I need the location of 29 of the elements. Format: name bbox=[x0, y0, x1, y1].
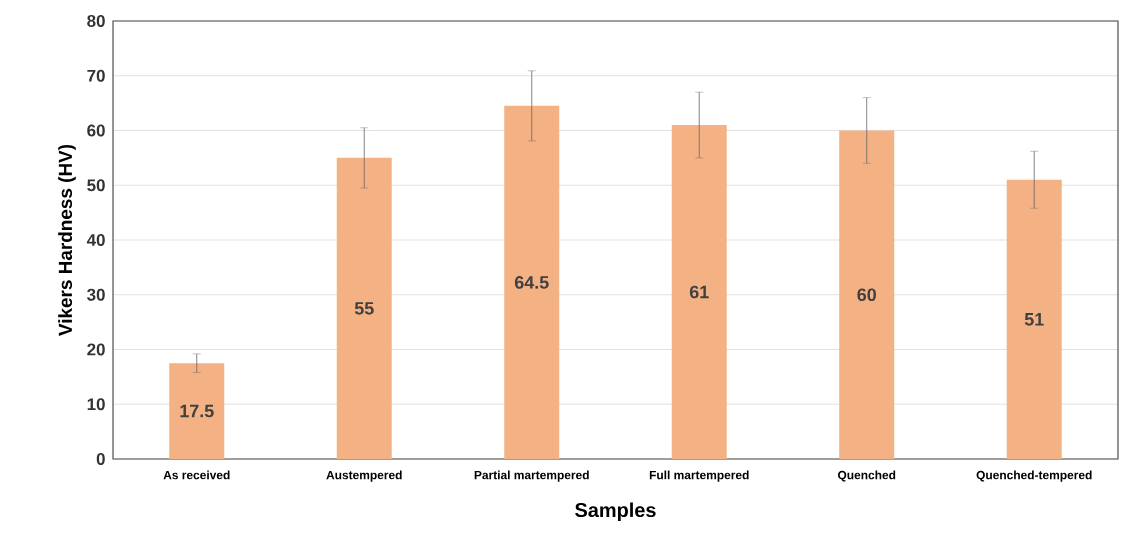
x-tick-label: Partial martempered bbox=[474, 470, 589, 482]
y-tick-label: 20 bbox=[87, 343, 105, 356]
data-label: 51 bbox=[1024, 313, 1044, 326]
y-tick-label: 50 bbox=[87, 179, 105, 192]
y-tick-label: 70 bbox=[87, 69, 105, 82]
data-label: 55 bbox=[354, 302, 374, 315]
y-tick-label: 60 bbox=[87, 124, 105, 137]
bar bbox=[336, 157, 392, 459]
x-tick-label: Full martempered bbox=[649, 470, 749, 482]
x-tick-label: As received bbox=[163, 470, 230, 480]
bar bbox=[839, 130, 895, 459]
x-axis-title: Samples bbox=[575, 502, 656, 522]
data-label: 17.5 bbox=[180, 404, 214, 418]
bar bbox=[169, 363, 225, 459]
data-label: 60 bbox=[857, 288, 876, 302]
x-tick-label: Quenched bbox=[837, 470, 896, 482]
y-tick-label: 0 bbox=[96, 452, 105, 465]
bar bbox=[1006, 179, 1062, 459]
data-label: 64.5 bbox=[514, 276, 549, 289]
data-label: 61 bbox=[689, 285, 709, 299]
y-tick-label: 10 bbox=[87, 398, 105, 411]
x-tick-label: Austempered bbox=[326, 470, 402, 482]
y-tick-label: 40 bbox=[86, 233, 105, 246]
bar bbox=[504, 105, 560, 459]
bar bbox=[671, 125, 727, 459]
y-axis-title: Vikers Hardness (HV) bbox=[58, 144, 76, 336]
x-tick-label: Quenched-tempered bbox=[976, 470, 1092, 482]
y-tick-label: 30 bbox=[87, 288, 105, 301]
y-tick-label: 80 bbox=[87, 14, 105, 27]
